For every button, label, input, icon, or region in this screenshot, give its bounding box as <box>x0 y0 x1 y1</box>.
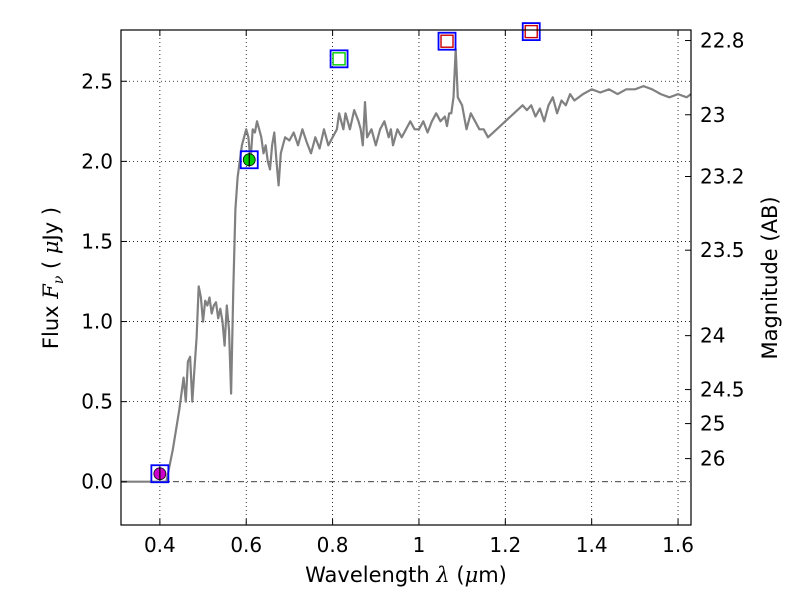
x-axis-label: Wavelength λ (μm) <box>305 563 507 587</box>
outer-box <box>150 464 170 484</box>
y2-axis-ticks: 22.8 23 23.2 23.5 24 24.5 25 26 <box>685 29 745 471</box>
outer-box <box>437 31 457 51</box>
y2-tick-label: 22.8 <box>700 29 745 53</box>
outer-box <box>239 150 259 170</box>
x-tick-label: 0.8 <box>317 533 349 557</box>
x-tick-label: 1.6 <box>662 533 694 557</box>
y2-tick-label: 24.5 <box>700 378 745 402</box>
inner-box <box>440 34 454 48</box>
photometry-point-band-1.26 <box>521 22 541 42</box>
y-tick-label: 1.0 <box>81 310 113 334</box>
spectrum-line <box>121 48 692 483</box>
y2-tick-label: 23.5 <box>700 238 745 262</box>
spectrum-series <box>121 48 692 483</box>
y-tick-label: 2.0 <box>81 149 113 173</box>
y2-tick-label: 24 <box>700 324 725 348</box>
inner-box <box>524 24 538 39</box>
plot-frame <box>120 29 692 526</box>
photometry-points <box>150 22 541 484</box>
y2-axis-label: Magnitude (AB) <box>758 196 782 359</box>
y-tick-label: 2.5 <box>81 69 113 93</box>
x-tick-label: 0.6 <box>230 533 262 557</box>
photometry-point-band-0.81 <box>329 49 349 69</box>
photometry-point-band-0.61 <box>239 150 259 170</box>
grid-lines <box>121 30 691 525</box>
x-tick-label: 1.2 <box>489 533 521 557</box>
y-axis-label: Flux Fν ( μJy ) <box>39 207 67 349</box>
y-tick-label: 1.5 <box>81 229 113 253</box>
y-tick-label: 0.0 <box>81 470 113 494</box>
outer-box <box>521 22 541 42</box>
y2-tick-label: 25 <box>700 412 725 436</box>
photometry-point-band-0.40 <box>150 464 170 484</box>
y2-tick-label: 26 <box>700 447 725 471</box>
x-tick-label: 1.4 <box>576 533 608 557</box>
y-axis-ticks: 0.0 0.5 1.0 1.5 2.0 2.5 <box>81 69 127 494</box>
y2-tick-label: 23.2 <box>700 165 745 189</box>
x-axis-ticks: 0.4 0.6 0.8 1 1.2 1.4 1.6 <box>144 30 694 557</box>
outer-box <box>329 49 349 69</box>
y-tick-label: 0.5 <box>81 390 113 414</box>
photometry-point-band-1.06 <box>437 31 457 51</box>
inner-box <box>332 52 346 66</box>
y2-tick-label: 23 <box>700 103 725 127</box>
x-tick-label: 0.4 <box>144 533 176 557</box>
x-tick-label: 1 <box>413 533 426 557</box>
